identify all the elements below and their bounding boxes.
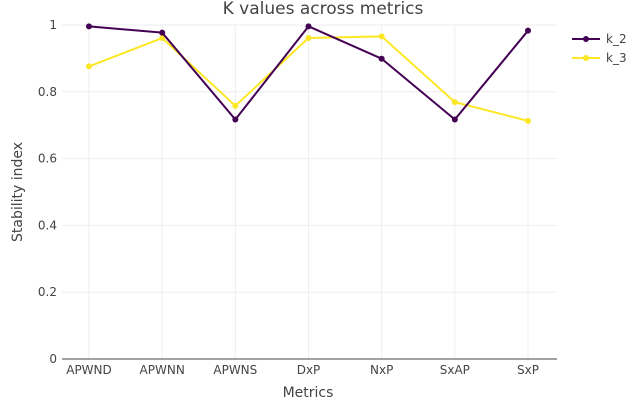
series-k_2 [86, 23, 531, 123]
legend-label: k_3 [606, 51, 627, 65]
x-axis-title: Metrics [283, 385, 334, 400]
y-tick-label: 0.8 [38, 85, 57, 99]
y-tick-label: 0.2 [38, 285, 57, 299]
y-tick-label: 1 [49, 18, 57, 32]
data-point [86, 63, 92, 70]
data-point [378, 33, 385, 40]
data-point [525, 27, 531, 34]
grid [62, 24, 557, 359]
y-tick-label: 0.6 [38, 152, 57, 166]
x-tick-label: APWNN [140, 363, 185, 377]
data-point [86, 23, 92, 30]
y-tick-labels: 0 0.2 0.4 0.6 0.8 1 [38, 18, 57, 366]
x-tick-label: NxP [370, 363, 393, 377]
x-tick-label: APWNS [213, 363, 257, 377]
data-point [305, 23, 312, 30]
data-point [159, 29, 166, 36]
x-tick-label: SxAP [440, 363, 470, 377]
data-point [232, 116, 239, 123]
y-tick-label: 0.4 [38, 218, 57, 232]
data-point [451, 99, 458, 106]
legend-swatch-marker [583, 36, 589, 42]
y-tick-label: 0 [49, 352, 57, 366]
series [86, 23, 531, 124]
legend-item-k_2[interactable]: k_2 [572, 32, 627, 46]
x-tick-labels: APWND APWNN APWNS DxP NxP SxAP SxP [66, 363, 539, 377]
data-point [378, 55, 385, 62]
data-point [232, 102, 239, 109]
legend: k_2k_3 [572, 32, 627, 65]
y-axis-title: Stability index [10, 142, 26, 242]
data-point [525, 117, 531, 124]
data-point [451, 116, 458, 123]
data-point [305, 35, 312, 42]
chart-title: K values across metrics [223, 0, 424, 19]
legend-label: k_2 [606, 32, 627, 46]
legend-swatch-marker [583, 55, 589, 61]
x-tick-label: DxP [297, 363, 321, 377]
legend-item-k_3[interactable]: k_3 [572, 51, 627, 65]
x-tick-label: APWND [66, 363, 112, 377]
series-k_3 [86, 33, 531, 124]
x-tick-label: SxP [517, 363, 539, 377]
data-point [159, 35, 166, 42]
